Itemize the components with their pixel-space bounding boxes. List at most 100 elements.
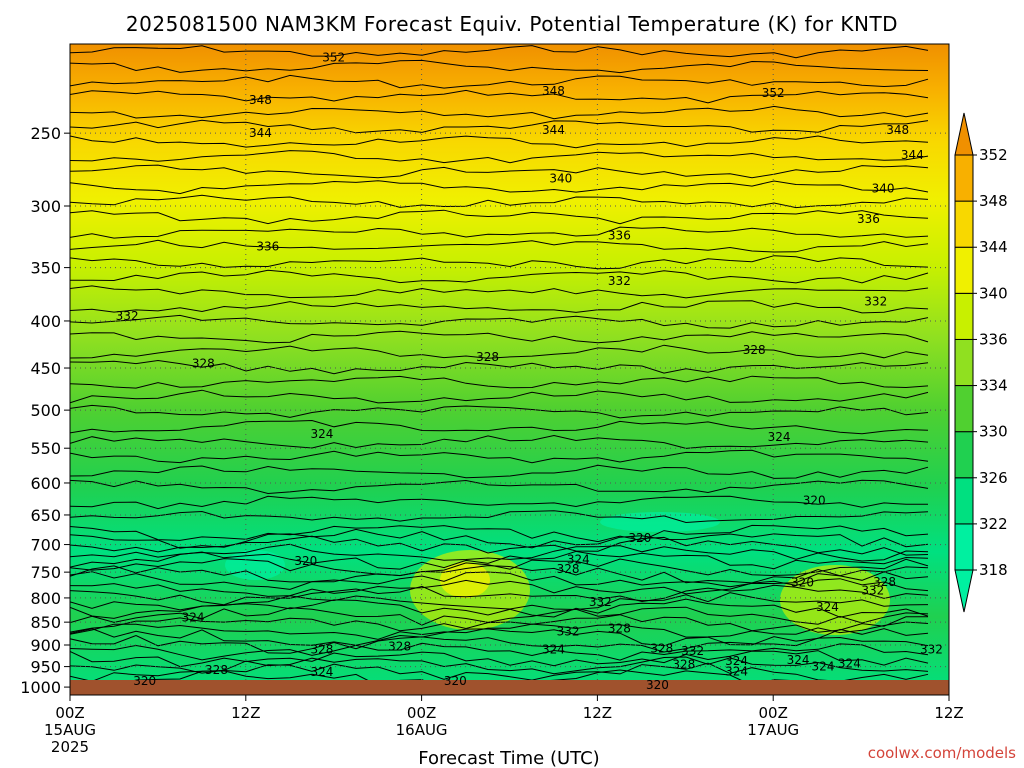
- x-tick-label: 12Z: [934, 704, 963, 722]
- contour-label: 324: [768, 430, 791, 444]
- y-tick-label: 550: [30, 439, 61, 458]
- contour-label-text: 324: [768, 430, 791, 444]
- contour-label: 336: [608, 229, 631, 243]
- contour-label-text: 320: [646, 678, 669, 692]
- contour-line: [70, 344, 929, 359]
- contour-label-text: 320: [803, 494, 826, 508]
- contour-line: [70, 642, 929, 661]
- contour-label: 328: [608, 622, 631, 636]
- colorbar-extend-top: [954, 112, 974, 156]
- contour-label: 324: [311, 427, 334, 441]
- contour-label: 332: [589, 595, 612, 609]
- contour-label: 324: [182, 610, 205, 624]
- contour-line: [70, 314, 929, 329]
- contour-label-text: 328: [388, 639, 411, 653]
- contour-line: [70, 449, 929, 464]
- contour-line: [70, 300, 929, 314]
- y-axis: 250 300 350 400 450 500 550 600 650 700 750 800 850 9…: [20, 124, 70, 697]
- contour-label-text: 344: [542, 123, 565, 137]
- contour-line: [70, 45, 929, 59]
- contour-line: [70, 285, 929, 299]
- contour-line: [70, 656, 929, 675]
- plot-frame: [69, 43, 950, 696]
- contour-line: [70, 584, 929, 606]
- contour-line: [70, 135, 929, 149]
- contour-line: [70, 621, 929, 640]
- contour-label-text: 324: [311, 427, 334, 441]
- x-axis-label: Forecast Time (UTC): [418, 748, 599, 768]
- x-tick-label: 00Z 15AUG 2025: [44, 704, 96, 756]
- contour-label: 336: [256, 240, 279, 254]
- contour-label-text: 328: [672, 657, 695, 671]
- colorbar-segment: [954, 385, 974, 433]
- y-tick-label: 350: [30, 259, 61, 278]
- contour-line: [70, 628, 929, 647]
- contour-label-text: 328: [557, 562, 580, 576]
- contour-label: 348: [249, 93, 272, 107]
- x-axis: 00Z 15AUG 2025 12Z 00Z 16AUG 12Z 00Z 17AUG 12Z: [44, 695, 964, 756]
- contour-label-text: 340: [872, 181, 895, 195]
- contour-line: [70, 598, 929, 619]
- colorbar-segment: [954, 338, 974, 387]
- colorbar-tick-label: 334: [979, 377, 1008, 395]
- contour-label-text: 336: [608, 229, 631, 243]
- y-tick-label: 900: [30, 636, 61, 655]
- colorbar-tick-label: 340: [979, 284, 1008, 302]
- contour-label: 332: [864, 295, 887, 309]
- y-tick-label: 700: [30, 536, 61, 555]
- contour-line: [70, 194, 929, 209]
- contour-label: 320: [791, 576, 814, 590]
- contour-line: [70, 269, 929, 284]
- contour-line: [70, 495, 928, 510]
- contour-label-text: 328: [192, 357, 215, 371]
- contour-label: 324: [838, 657, 861, 671]
- contour-label-text: 324: [812, 660, 835, 674]
- contour-line: [70, 479, 929, 495]
- x-tick-label: 12Z: [231, 704, 260, 722]
- contour-label-text: 332: [557, 624, 580, 638]
- contour-label-text: 344: [249, 126, 272, 140]
- colorbar-extend-bottom: [954, 569, 974, 613]
- contour-label-text: 328: [873, 575, 896, 589]
- y-tick-label: 750: [30, 563, 61, 582]
- contour-label: 332: [861, 583, 884, 597]
- chart-title: 2025081500 NAM3KM Forecast Equiv. Potent…: [126, 12, 898, 36]
- contour-label: 332: [557, 624, 580, 638]
- contour-label: 328: [311, 642, 334, 656]
- x-tick-label: 12Z: [583, 704, 612, 722]
- contour-label-text: 332: [864, 295, 887, 309]
- contour-line: [70, 119, 929, 134]
- credit-text: coolwx.com/models: [868, 744, 1016, 762]
- contour-label: 324: [567, 553, 590, 567]
- contour-label-text: 332: [116, 309, 139, 323]
- contour-line: [70, 239, 929, 253]
- contour-label: 324: [787, 653, 810, 667]
- contour-line: [70, 389, 929, 404]
- contour-line: [70, 209, 929, 225]
- contour-label: 324: [542, 642, 565, 656]
- contour-line: [70, 226, 929, 239]
- contour-label-text: 324: [182, 610, 205, 624]
- plot-area: [70, 44, 949, 695]
- contour-label-text: 336: [857, 212, 880, 226]
- y-tick-label: 1000: [20, 678, 61, 697]
- contour-label: 320: [133, 674, 156, 688]
- y-tick-label: 500: [30, 401, 61, 420]
- contour-label: 320: [628, 531, 651, 545]
- y-tick-label: 400: [30, 312, 61, 331]
- contour-label: 324: [311, 665, 334, 679]
- contour-line: [70, 375, 929, 389]
- contour-label: 332: [920, 642, 943, 656]
- colorbar-segment: [954, 431, 974, 479]
- contour-label-text: 328: [476, 350, 499, 364]
- contour-label: 332: [116, 309, 139, 323]
- contour-label-text: 348: [886, 123, 909, 137]
- contour-line: [70, 89, 929, 104]
- y-tick-label: 300: [30, 197, 61, 216]
- contour-line: [70, 510, 929, 524]
- x-tick-label: 00Z 17AUG: [747, 704, 799, 739]
- contour-label-text: 352: [762, 86, 785, 100]
- colorbar-tick-label: 326: [979, 469, 1008, 487]
- contour-label-text: 320: [133, 674, 156, 688]
